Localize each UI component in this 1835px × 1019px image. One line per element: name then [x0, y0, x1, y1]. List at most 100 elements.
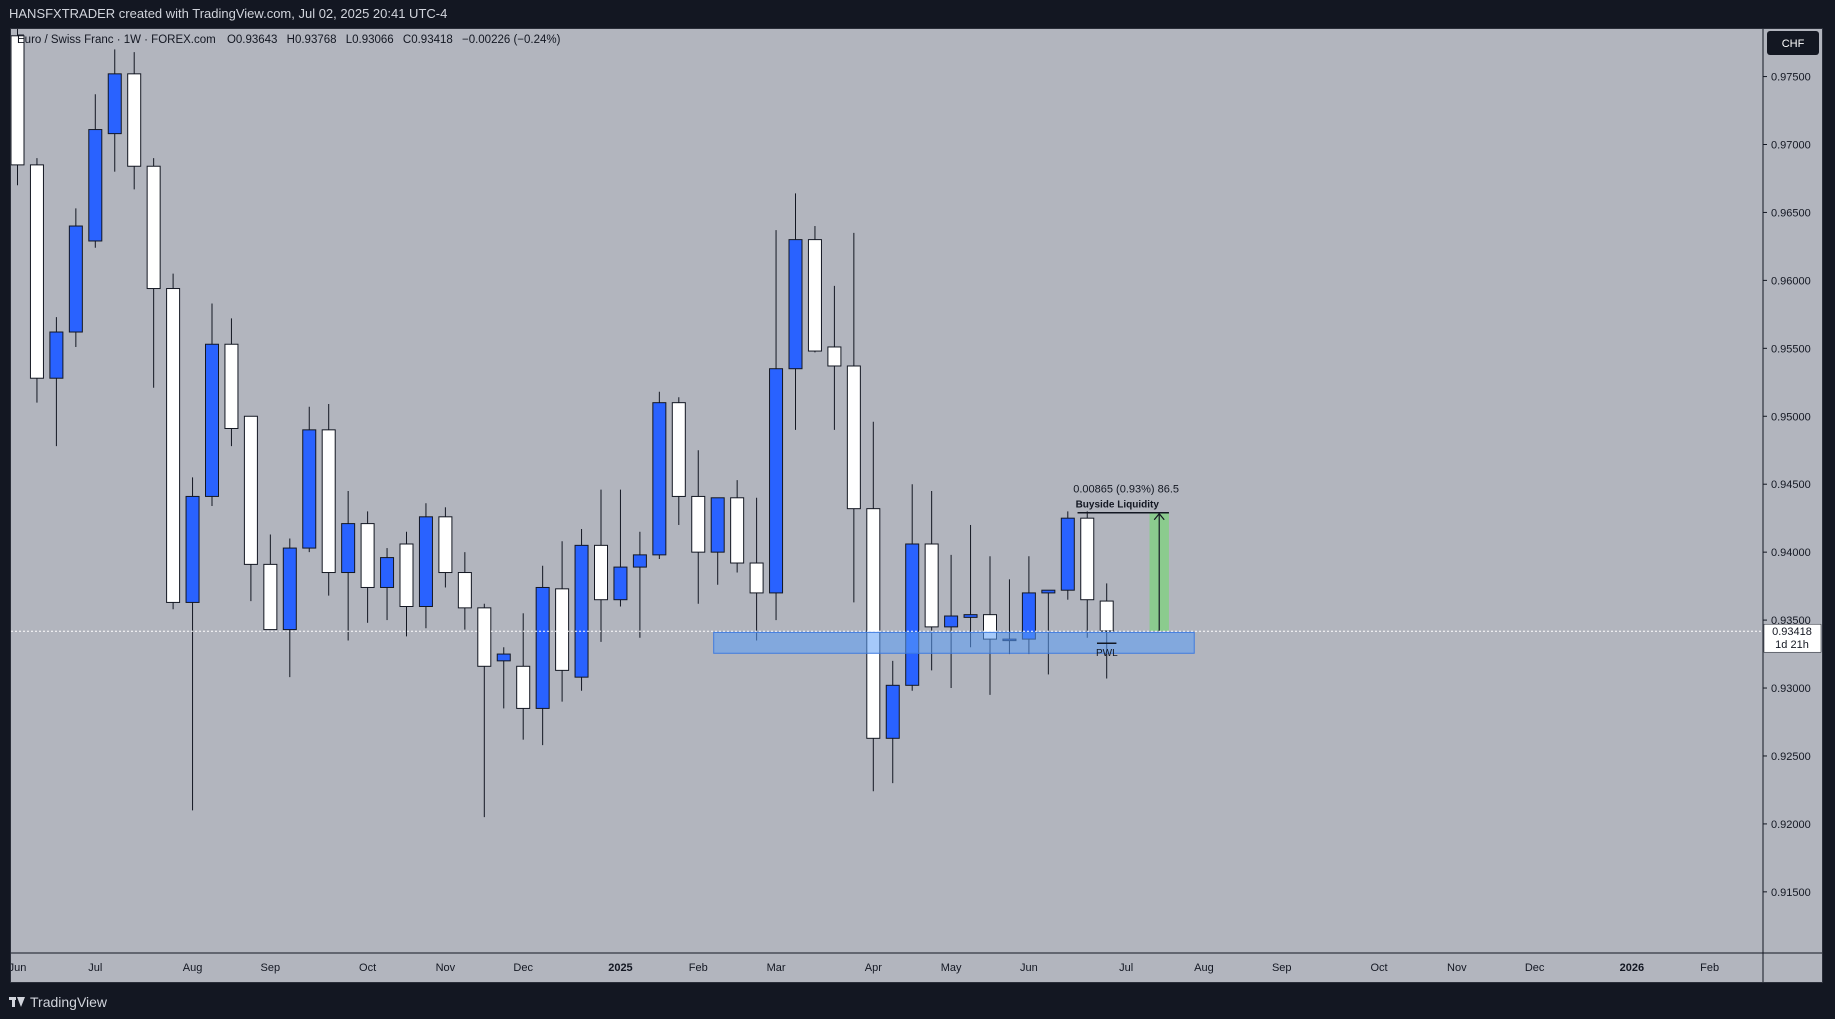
candle-body [224, 343, 239, 429]
candle-body [282, 547, 297, 631]
candle-body [710, 497, 725, 553]
candle[interactable] [924, 491, 939, 671]
demand-zone-box[interactable] [713, 631, 1195, 654]
candle[interactable] [535, 565, 550, 746]
time-tick-label: Aug [1194, 962, 1214, 974]
candle-body [49, 331, 64, 379]
candle[interactable] [671, 397, 686, 525]
candle[interactable] [496, 647, 511, 709]
candle[interactable] [302, 406, 317, 553]
candle[interactable] [866, 421, 881, 792]
candle[interactable] [29, 158, 44, 403]
candle[interactable] [905, 484, 920, 691]
candle[interactable] [769, 230, 784, 621]
attribution-text: HANSFXTRADER created with TradingView.co… [9, 6, 448, 21]
attribution-bar: HANSFXTRADER created with TradingView.co… [0, 0, 1835, 28]
price-axis[interactable]: 0.915000.920000.925000.930000.935000.940… [1763, 72, 1811, 899]
candle[interactable] [846, 232, 861, 603]
candle[interactable] [652, 391, 667, 559]
candle[interactable] [11, 29, 25, 186]
currency-badge[interactable] [1767, 31, 1819, 55]
candle[interactable] [827, 285, 842, 430]
candle-body [185, 495, 200, 603]
candle[interactable] [477, 603, 492, 818]
time-tick-label: Dec [513, 962, 533, 974]
candle[interactable] [963, 524, 978, 648]
candle[interactable] [632, 531, 647, 638]
candle-body [243, 415, 258, 565]
candle-body [341, 523, 356, 574]
candle[interactable] [185, 477, 200, 811]
candle[interactable] [691, 450, 706, 604]
candle[interactable] [574, 529, 589, 691]
candle[interactable] [243, 415, 258, 602]
candle[interactable] [944, 554, 959, 689]
candle[interactable] [380, 548, 395, 621]
candle-body [166, 288, 181, 603]
candle[interactable] [224, 318, 239, 447]
price-tick-label: 0.97500 [1771, 72, 1811, 84]
candle[interactable] [613, 489, 628, 607]
candle-body [594, 544, 608, 601]
candle[interactable] [341, 491, 356, 641]
candle[interactable] [418, 503, 433, 629]
candle-body [438, 516, 453, 574]
price-axis-background[interactable] [1763, 29, 1822, 982]
candle[interactable] [555, 541, 570, 702]
candle-body [671, 402, 686, 497]
candle[interactable] [807, 226, 822, 353]
candle[interactable] [49, 317, 64, 447]
candle-body [924, 543, 939, 628]
candle[interactable] [730, 480, 745, 573]
candle-body [205, 343, 219, 497]
candle[interactable] [107, 49, 122, 172]
candle[interactable] [788, 193, 803, 430]
candle[interactable] [594, 489, 608, 642]
time-tick-label: Apr [865, 962, 882, 974]
candle[interactable] [282, 538, 297, 678]
candle[interactable] [1080, 511, 1095, 638]
candlestick-chart[interactable]: 0.00865 (0.93%) 86.5 Buyside Liquidity P… [11, 29, 1822, 982]
candle[interactable] [399, 531, 414, 637]
price-tick-label: 0.95000 [1771, 411, 1811, 423]
candle[interactable] [749, 497, 764, 641]
time-tick-label: Jun [1020, 962, 1038, 974]
time-tick-label: Jul [88, 962, 102, 974]
candle[interactable] [710, 497, 725, 585]
chart-pane[interactable]: 0.00865 (0.93%) 86.5 Buyside Liquidity P… [10, 28, 1823, 983]
candle[interactable] [457, 552, 472, 630]
time-tick-label: Sep [1272, 962, 1292, 974]
candle-body [516, 665, 531, 709]
time-tick-label: Nov [436, 962, 456, 974]
candle[interactable] [1060, 511, 1075, 600]
candle-body [846, 365, 861, 510]
legend-symbol: Euro / Swiss Franc · 1W · FOREX.com [17, 34, 216, 46]
tradingview-logo[interactable]: TradingView [9, 994, 107, 1010]
time-tick-label: Dec [1525, 962, 1545, 974]
price-tick-label: 0.94500 [1771, 479, 1811, 491]
pwl-label: PWL [1096, 648, 1118, 659]
time-axis[interactable]: Jun Jul Aug Sep Oct Nov Dec 2025 Feb Mar Apr May Jun… [11, 962, 1719, 974]
last-price-tag [1763, 623, 1822, 653]
candle[interactable] [360, 511, 375, 623]
candle[interactable] [68, 208, 83, 347]
candle-body [905, 543, 920, 686]
candle-body [29, 164, 44, 379]
time-tick-label: Mar [767, 962, 786, 974]
candle[interactable] [516, 613, 531, 740]
candle[interactable] [321, 404, 336, 596]
candle[interactable] [983, 556, 997, 695]
candle[interactable] [885, 660, 900, 784]
candle[interactable] [166, 273, 181, 610]
candle[interactable] [146, 158, 161, 388]
candle[interactable] [88, 94, 103, 248]
price-tick-label: 0.91500 [1771, 887, 1811, 899]
price-tick-label: 0.94000 [1771, 547, 1811, 559]
candle[interactable] [1099, 583, 1114, 679]
candle[interactable] [263, 534, 278, 631]
candle[interactable] [127, 52, 142, 190]
candle[interactable] [205, 303, 219, 506]
candle-body [146, 165, 161, 290]
candle[interactable] [438, 507, 453, 588]
time-tick-label: Nov [1447, 962, 1467, 974]
